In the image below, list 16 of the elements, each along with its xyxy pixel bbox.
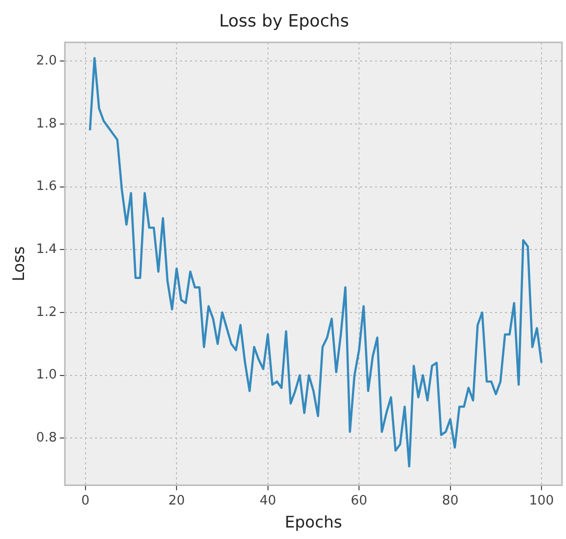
y-tick-label: 1.0 [36,368,57,383]
x-tick-label: 20 [168,493,185,508]
y-axis-title: Loss [8,246,28,282]
x-tick-label: 100 [529,493,554,508]
y-tick-label: 1.6 [36,179,57,194]
x-tick-label: 40 [260,493,276,508]
y-tick-label: 2.0 [36,54,57,69]
x-tick-label: 60 [350,493,368,508]
x-tick-label: 0 [81,493,90,508]
y-tick-label: 0.8 [36,430,57,446]
chart-title: Loss by Epochs [219,12,350,32]
y-tick-label: 1.4 [36,242,57,258]
x-tick-label: 80 [442,493,459,508]
x-axis-title: Epochs [284,512,342,532]
y-tick-label: 1.8 [36,116,57,132]
y-tick-label: 1.2 [36,304,57,320]
